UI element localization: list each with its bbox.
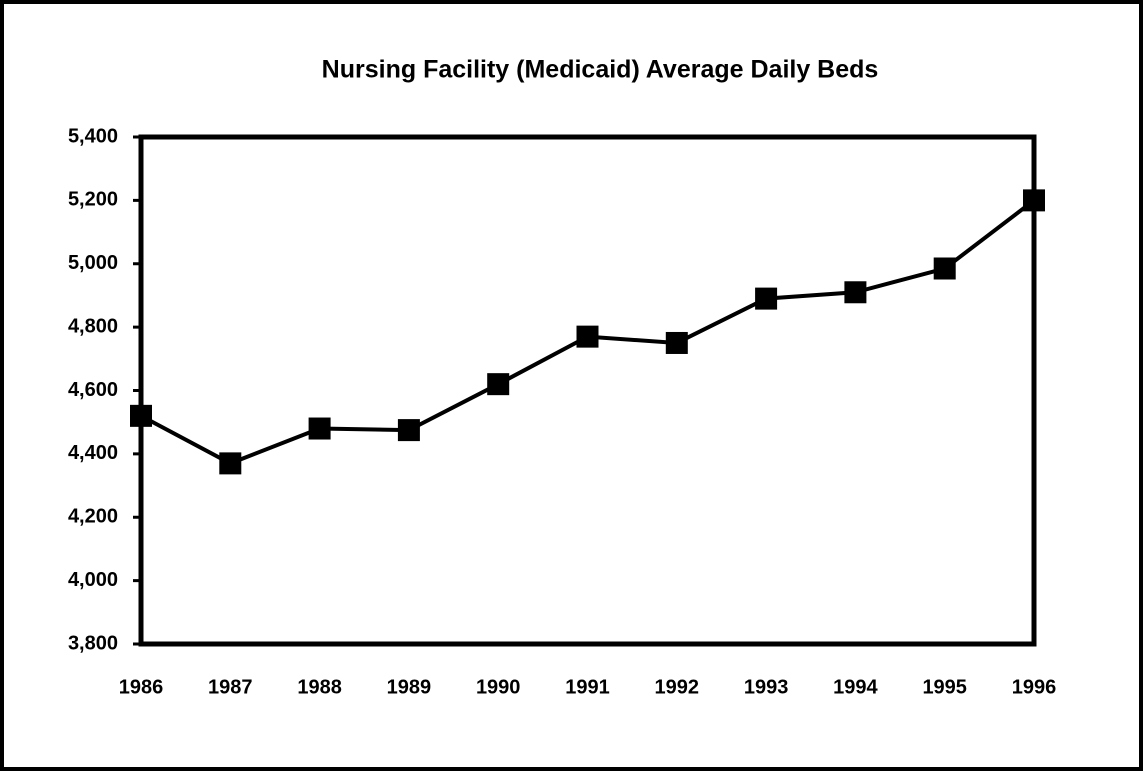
data-marker [844,281,867,304]
data-marker [665,331,688,354]
data-marker [130,404,152,427]
x-tick-label: 1991 [565,676,610,698]
y-tick-label: 5,000 [68,252,118,274]
y-tick-label: 4,600 [68,379,118,401]
data-marker [397,419,420,442]
x-tick-label: 1988 [297,676,342,698]
x-tick-label: 1995 [922,676,967,698]
y-tick-label: 4,400 [68,442,118,464]
data-marker [308,417,331,440]
x-tick-label: 1996 [1012,676,1057,698]
y-tick-label: 4,000 [68,569,118,591]
y-tick-label: 3,800 [68,632,118,654]
data-marker [1023,189,1045,212]
x-tick-label: 1994 [833,676,878,698]
x-tick-label: 1989 [387,676,432,698]
plot-frame [138,134,1037,647]
y-tick-label: 4,800 [68,315,118,337]
y-tick-label: 5,400 [68,125,118,147]
data-marker [219,452,242,475]
x-tick-label: 1990 [476,676,521,698]
data-marker [487,373,510,396]
chart-title: Nursing Facility (Medicaid) Average Dail… [322,56,879,84]
x-tick-label: 1992 [655,676,700,698]
data-marker [576,325,599,348]
data-marker [933,257,956,280]
x-tick-label: 1993 [744,676,789,698]
x-tick-label: 1987 [208,676,253,698]
y-tick-label: 5,200 [68,189,118,211]
x-tick-label: 1986 [119,676,164,698]
y-tick-label: 4,200 [68,506,118,528]
data-marker [755,287,778,310]
